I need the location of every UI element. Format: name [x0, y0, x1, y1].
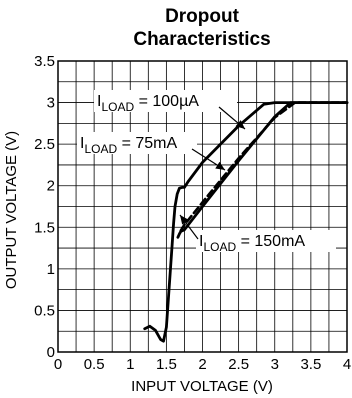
- y-tick-label: 0.5: [34, 302, 55, 319]
- x-tick-label: 1: [126, 356, 134, 373]
- series-line-75ma: [179, 101, 349, 232]
- y-axis-label: OUTPUT VOLTAGE (V): [3, 131, 20, 289]
- x-tick-label: 2.5: [228, 356, 249, 373]
- y-tick-label: 3.5: [34, 53, 55, 70]
- x-tick-label: 1.5: [156, 356, 177, 373]
- annotation-100ua: ILOAD = 100µA: [94, 90, 246, 130]
- y-tick-label: 1.5: [34, 219, 55, 236]
- annotation-label: ILOAD = 150mA: [199, 233, 305, 254]
- annotation-arrowhead: [235, 120, 245, 129]
- annotation-75ma: ILOAD = 75mA: [77, 132, 226, 171]
- y-tick-label: 0: [47, 344, 55, 361]
- x-tick-label: 3.5: [300, 356, 321, 373]
- y-tick-label: 2.5: [34, 136, 55, 153]
- chart-title-line-2: Characteristics: [133, 29, 270, 50]
- tick-layer: 0 0.5 1 1.5 2 2.5 3 3.5 4 0 0.5 1 1.5 2 2.5 3 3.5: [34, 53, 351, 373]
- x-tick-label: 4: [343, 356, 351, 373]
- series-line-100ua: [143, 101, 349, 343]
- annotation-label: ILOAD = 100µA: [97, 93, 199, 114]
- chart-title-line-1: Dropout: [165, 6, 240, 27]
- series-layer: [143, 101, 349, 343]
- chart-title: Dropout Characteristics: [133, 6, 270, 50]
- plot-frame: [57, 60, 348, 353]
- y-tick-label: 1: [47, 261, 55, 278]
- annotation-arrowhead: [215, 161, 225, 170]
- annotation-150ma: ILOAD = 150mA: [179, 214, 336, 254]
- series-line-150ma: [176, 101, 349, 239]
- x-axis-label: INPUT VOLTAGE (V): [131, 378, 273, 395]
- annotation-layer: ILOAD = 100µA ILOAD = 75mA ILOAD = 150mA: [77, 90, 336, 254]
- annotation-arrowhead: [180, 215, 189, 225]
- annotation-label: ILOAD = 75mA: [80, 135, 178, 156]
- x-tick-label: 2: [198, 356, 206, 373]
- x-tick-label: 0: [54, 356, 62, 373]
- x-tick-label: 0.5: [84, 356, 105, 373]
- x-tick-label: 3: [271, 356, 279, 373]
- y-tick-label: 2: [47, 178, 55, 195]
- y-tick-label: 3: [47, 95, 55, 112]
